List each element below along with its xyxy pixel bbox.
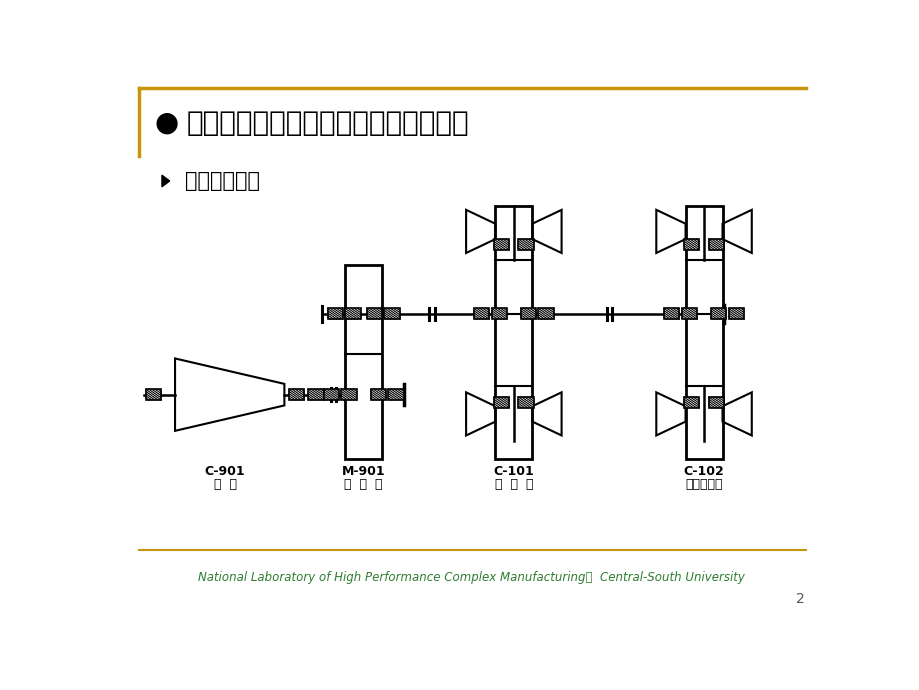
Bar [685,206,721,459]
Bar [494,397,509,408]
Text: 减  速  箱: 减 速 箱 [344,478,382,491]
Text: 透  平: 透 平 [213,478,236,491]
Bar [345,265,381,459]
Bar [491,308,506,319]
Bar [708,397,723,408]
Bar [308,389,323,400]
Bar [367,308,381,319]
Bar [538,308,553,319]
Bar [289,389,304,400]
Polygon shape [162,175,169,187]
Bar [684,397,698,408]
Bar [345,308,360,319]
Bar [681,308,697,319]
Bar [388,389,403,400]
Bar [473,308,489,319]
Bar [323,389,339,400]
Bar [520,308,536,319]
Bar [341,389,357,400]
Text: M-901: M-901 [342,465,385,478]
Bar [384,308,400,319]
Text: C-901: C-901 [205,465,245,478]
Bar [708,239,723,250]
Bar [664,308,678,319]
Text: 机械设备简介: 机械设备简介 [185,170,260,190]
Bar [728,308,743,319]
Text: 2: 2 [795,592,804,606]
Bar [327,308,343,319]
Bar [518,239,533,250]
Text: C-102: C-102 [683,465,723,478]
Text: ●: ● [154,109,178,137]
Text: 汽轮压缩机组工况监视与故障诊断系统: 汽轮压缩机组工况监视与故障诊断系统 [187,109,469,137]
Text: National Laboratory of High Performance Complex Manufacturing，  Central-South Un: National Laboratory of High Performance … [198,571,744,584]
Text: C-101: C-101 [493,465,534,478]
Bar [518,397,533,408]
Bar [710,308,726,319]
Bar [494,206,532,459]
Bar [684,239,698,250]
Text: 压  缩  机: 压 缩 机 [494,478,532,491]
Bar [370,389,386,400]
Text: 尾气膨胀机: 尾气膨胀机 [685,478,722,491]
Bar [494,239,509,250]
Bar [145,389,161,400]
